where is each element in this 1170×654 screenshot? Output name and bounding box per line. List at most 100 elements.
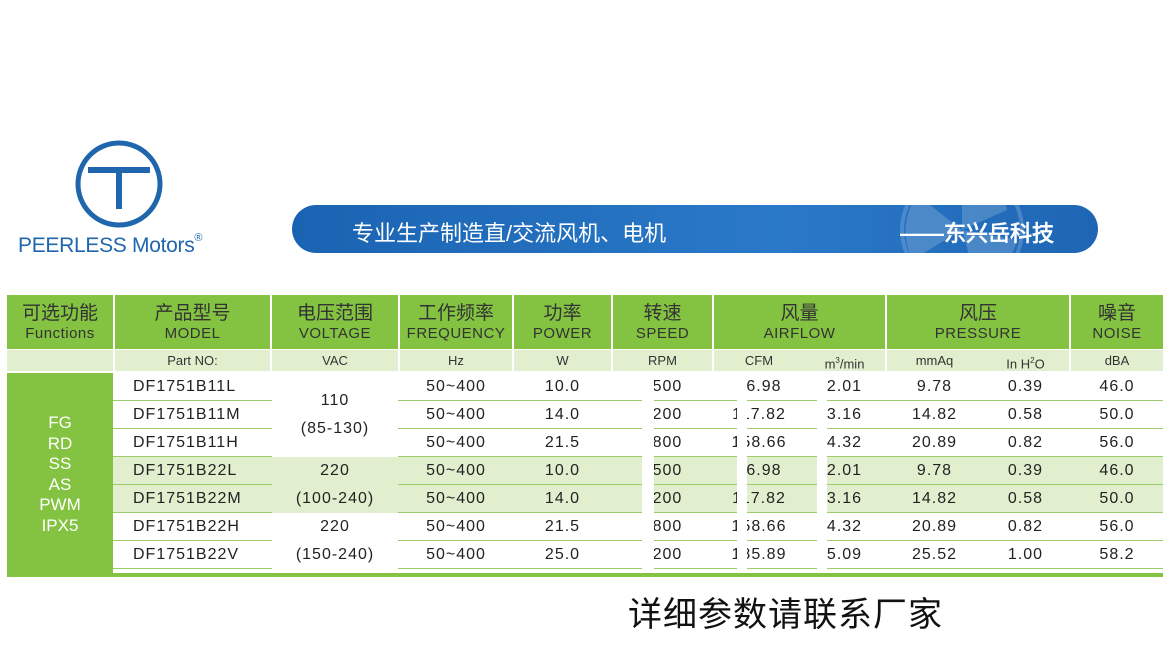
cell-cfm: 117.82 — [732, 490, 786, 507]
voltage-group-110: 110 (85-130) — [272, 373, 398, 457]
table-row: DF1751B11L 50~400 10.0 2500 76.98 2.01 9.78 0.3… — [113, 373, 1163, 401]
cell-mmaq: 20.89 — [911, 518, 958, 535]
cell-m3: 3.16 — [826, 406, 863, 423]
row-divider — [113, 484, 1163, 485]
unit-frequency: Hz — [400, 350, 512, 371]
cell-cfm: 158.66 — [731, 434, 787, 451]
cell-cfm: 76.98 — [736, 462, 782, 479]
cell-power: 25.0 — [544, 546, 581, 563]
cell-noise: 56.0 — [1099, 434, 1135, 451]
unit-inh2o: In H2O — [982, 350, 1069, 371]
unit-cfm: CFM — [714, 350, 804, 371]
cell-model: DF1751B11L — [133, 378, 237, 395]
unit-m3-per-min: m3/min — [804, 350, 885, 371]
row-divider — [113, 568, 1163, 569]
contact-manufacturer-note: 详细参数请联系厂家 — [628, 595, 943, 635]
cell-power: 10.0 — [544, 378, 581, 395]
cell-freq: 50~400 — [426, 378, 486, 395]
cell-speed: 2500 — [642, 378, 683, 395]
table-bottom-rule — [7, 573, 1163, 577]
unit-model: Part NO: — [115, 350, 270, 371]
header-frequency: 工作频率 FREQUENCY — [400, 295, 512, 349]
function-pwm: PWM — [39, 495, 81, 514]
header-power: 功率 POWER — [514, 295, 611, 349]
cell-power: 21.5 — [544, 518, 581, 535]
row-divider — [113, 540, 1163, 541]
cell-model: DF1751B22M — [133, 490, 242, 507]
cell-inh2o: 1.00 — [1007, 546, 1044, 563]
table-row: DF1751B22M 50~400 14.0 3200 117.82 3.16 14.82 0… — [113, 485, 1163, 513]
unit-mmaq: mmAq — [887, 350, 982, 371]
header-pressure: 风压 PRESSURE — [887, 295, 1069, 349]
row-divider — [113, 400, 1163, 401]
function-ipx5: IPX5 — [41, 515, 79, 535]
row-divider — [113, 512, 1163, 513]
header-airflow: 风量 AIRFLOW — [714, 295, 885, 349]
cell-speed: 3800 — [642, 518, 683, 535]
company-logo: PEERLESS Motors® — [18, 140, 228, 260]
cell-mmaq: 14.82 — [911, 490, 958, 507]
cell-noise: 50.0 — [1099, 406, 1135, 423]
cell-model: DF1751B22L — [133, 462, 238, 479]
unit-functions-blank — [7, 350, 113, 371]
banner-slogan: 专业生产制造直/交流风机、电机 — [352, 221, 667, 246]
cell-power: 14.0 — [544, 406, 581, 423]
cell-freq: 50~400 — [426, 518, 486, 535]
cell-cfm: 158.66 — [731, 518, 787, 535]
header-speed: 转速 SPEED — [613, 295, 712, 349]
cell-power: 10.0 — [544, 462, 581, 479]
cell-power: 14.0 — [544, 490, 581, 507]
table-row: DF1751B22V 50~400 25.0 4200 185.89 5.09 25.52 1… — [113, 541, 1163, 569]
cell-noise: 50.0 — [1099, 490, 1135, 507]
cell-noise: 58.2 — [1099, 546, 1135, 563]
cell-mmaq: 9.78 — [916, 378, 953, 395]
cell-noise: 56.0 — [1099, 518, 1135, 535]
functions-cell: FG RD SS AS PWM IPX5 — [7, 373, 113, 573]
logo-wordmark: PEERLESS Motors® — [18, 232, 203, 258]
cell-speed: 2500 — [642, 462, 683, 479]
cell-mmaq: 25.52 — [911, 546, 958, 563]
column-gap-m3 — [817, 373, 827, 573]
cell-cfm: 117.82 — [732, 406, 786, 423]
cell-model: DF1751B11H — [133, 434, 239, 451]
function-as: AS — [48, 474, 72, 494]
cell-model: DF1751B22H — [133, 518, 240, 535]
registered-mark: ® — [194, 232, 203, 244]
cell-freq: 50~400 — [426, 434, 486, 451]
unit-noise: dBA — [1071, 350, 1163, 371]
cell-model: DF1751B11M — [133, 406, 241, 423]
cell-inh2o: 0.39 — [1007, 462, 1044, 479]
cell-cfm: 185.89 — [731, 546, 787, 563]
cell-noise: 46.0 — [1099, 462, 1135, 479]
unit-voltage: VAC — [272, 350, 398, 371]
banner-company-name: ——东兴岳科技 — [900, 221, 1055, 246]
cell-mmaq: 20.89 — [911, 434, 958, 451]
logo-brand-text: PEERLESS Motors — [18, 234, 195, 257]
cell-inh2o: 0.82 — [1007, 434, 1044, 451]
function-ss: SS — [48, 454, 72, 473]
row-divider — [113, 428, 1163, 429]
function-fg: FG — [48, 413, 72, 432]
voltage-group-220-100: 220 (100-240) — [272, 457, 398, 513]
cell-noise: 46.0 — [1099, 378, 1135, 395]
cell-freq: 50~400 — [426, 546, 486, 563]
cell-freq: 50~400 — [426, 406, 486, 423]
cell-inh2o: 0.58 — [1007, 490, 1044, 507]
cell-inh2o: 0.82 — [1007, 518, 1044, 535]
cell-m3: 4.32 — [826, 434, 863, 451]
cell-cfm: 76.98 — [736, 378, 782, 395]
table-row: DF1751B22L 50~400 10.0 2500 76.98 2.01 9.78 0.3… — [113, 457, 1163, 485]
cell-inh2o: 0.39 — [1007, 378, 1044, 395]
column-gap-speed — [642, 373, 654, 573]
voltage-group-220-150: 220 (150-240) — [272, 513, 398, 573]
cell-speed: 3800 — [642, 434, 683, 451]
slogan-banner: 专业生产制造直/交流风机、电机 ——东兴岳科技 — [292, 205, 1098, 253]
unit-power: W — [514, 350, 611, 371]
table-row: DF1751B11H 50~400 21.5 3800 158.66 4.32 20.89 0… — [113, 429, 1163, 457]
peerless-t-logo-icon — [75, 140, 163, 228]
column-gap-cfm — [737, 373, 747, 573]
header-functions: 可选功能 Functions — [7, 295, 113, 349]
cell-m3: 4.32 — [826, 518, 863, 535]
cell-speed: 4200 — [642, 546, 683, 563]
cell-freq: 50~400 — [426, 490, 486, 507]
